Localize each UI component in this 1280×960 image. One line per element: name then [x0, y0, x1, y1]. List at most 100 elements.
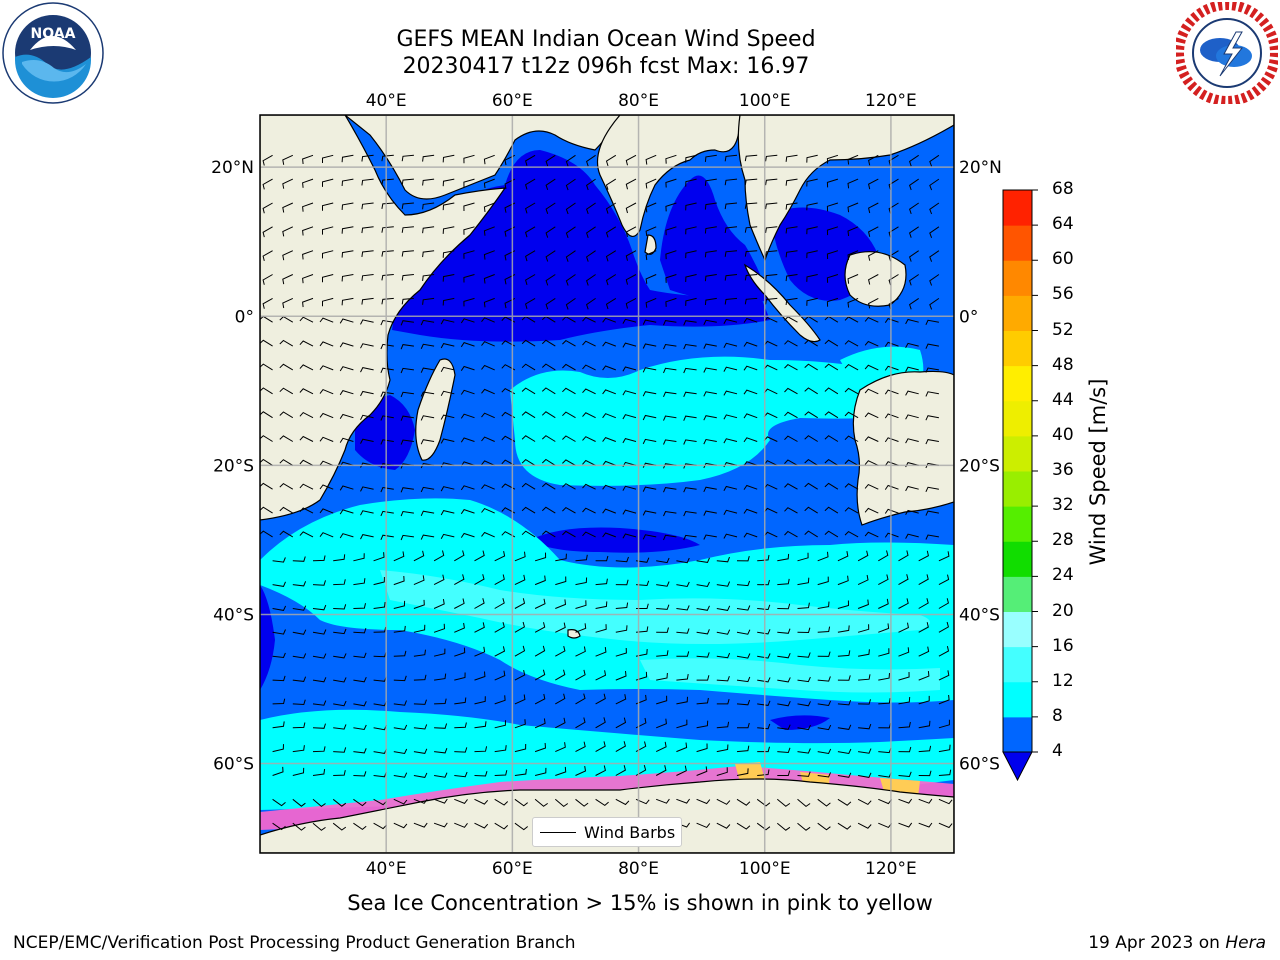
wind-barb	[555, 766, 567, 776]
wind-barb	[642, 319, 657, 325]
wind-barb	[442, 154, 455, 163]
wind-barb	[534, 598, 546, 609]
colorbar-tick-label: 40	[1052, 424, 1074, 445]
wind-barb	[817, 700, 832, 707]
colorbar-tick-label: 24	[1052, 565, 1074, 586]
wind-barb	[279, 435, 294, 442]
wind-barb	[586, 154, 596, 167]
national-weather-service-logo-icon	[1176, 2, 1278, 104]
wind-barb	[804, 482, 818, 490]
wind-barb	[864, 412, 879, 419]
wind-barb	[824, 530, 839, 538]
wind-barb	[292, 629, 307, 635]
colorbar-segment	[1003, 330, 1032, 367]
wind-barb	[744, 226, 758, 233]
lat-tick-label-left: 20°S	[213, 456, 254, 476]
wind-barb	[272, 652, 286, 659]
wind-barb	[797, 748, 811, 754]
wind-barb	[299, 531, 314, 538]
wind-barb	[857, 798, 872, 806]
wind-barb	[625, 274, 637, 285]
legend-entry-wind-barbs: Wind Barbs	[584, 823, 676, 842]
wind-barb	[909, 250, 919, 262]
wind-barb	[272, 675, 286, 682]
wind-barb	[797, 724, 811, 731]
wind-barb	[864, 388, 879, 395]
wind-barb	[824, 458, 839, 466]
wind-barb	[622, 318, 637, 324]
wind-barb	[393, 600, 406, 609]
wind-barb	[777, 677, 791, 683]
wind-barb	[642, 486, 657, 492]
wind-barb	[826, 154, 839, 164]
wind-barb	[683, 439, 697, 445]
wind-barb	[586, 202, 596, 215]
wind-barb	[898, 721, 911, 729]
wind-barb	[602, 532, 616, 538]
wind-barb	[826, 226, 839, 236]
colorbar-tick-label: 8	[1052, 705, 1063, 726]
wind-barb	[635, 717, 647, 729]
wind-barb	[440, 390, 455, 396]
wind-barb	[898, 696, 911, 705]
wind-barb	[784, 530, 798, 538]
wind-barb	[292, 699, 306, 706]
wind-barb	[341, 297, 354, 306]
colorbar-label: Wind Speed [m/s]	[1086, 378, 1110, 566]
wind-barb	[602, 508, 616, 514]
wind-barb	[716, 698, 730, 705]
wind-barb	[756, 798, 771, 807]
wind-barb	[361, 250, 374, 257]
wind-barb	[279, 363, 294, 371]
wind-barb	[844, 483, 859, 490]
wind-barb	[483, 297, 495, 308]
colorbar-segment	[1003, 541, 1032, 577]
wind-barb	[521, 506, 536, 514]
wind-barb	[474, 646, 486, 657]
wind-barb	[929, 226, 940, 238]
wind-barb	[312, 653, 327, 659]
wind-barb	[299, 483, 314, 490]
wind-barb	[413, 798, 428, 804]
wind-barb	[918, 798, 933, 804]
wind-barb	[299, 507, 314, 514]
wind-barb	[413, 724, 428, 730]
wind-barb	[381, 274, 394, 281]
wind-barb	[319, 341, 334, 347]
wind-barb	[302, 226, 314, 236]
wind-barb	[361, 226, 374, 234]
wind-barb	[905, 533, 919, 539]
wind-barb	[683, 534, 697, 541]
wind-barb	[282, 274, 294, 285]
map-legend: Wind Barbs	[532, 817, 682, 847]
colorbar-segment	[1003, 506, 1032, 542]
wind-barb	[319, 388, 334, 395]
wind-barb	[595, 647, 607, 657]
wind-barb	[339, 533, 354, 539]
wind-barb	[333, 770, 346, 776]
wind-barb	[400, 487, 414, 493]
wind-barb	[704, 154, 717, 162]
wind-barb	[595, 798, 609, 807]
wind-barb	[422, 154, 435, 162]
wind-barb	[656, 672, 668, 681]
wind-barb	[663, 320, 677, 326]
wind-barb	[494, 695, 506, 705]
wind-barb	[454, 550, 465, 562]
wind-barb	[420, 439, 435, 445]
wind-barb	[602, 484, 616, 490]
wind-barb	[716, 767, 728, 776]
wind-barb	[723, 342, 738, 348]
wind-barb	[380, 367, 394, 373]
wind-barb	[736, 605, 751, 611]
wind-barb	[333, 579, 346, 586]
wind-barb	[837, 798, 852, 806]
wind-barb	[884, 341, 899, 347]
colorbar-tick-label: 68	[1052, 179, 1074, 199]
wind-barb	[685, 297, 697, 306]
wind-barb	[635, 580, 650, 587]
wind-barb	[635, 798, 650, 805]
wind-barb	[938, 574, 950, 586]
wind-barb	[302, 202, 314, 212]
